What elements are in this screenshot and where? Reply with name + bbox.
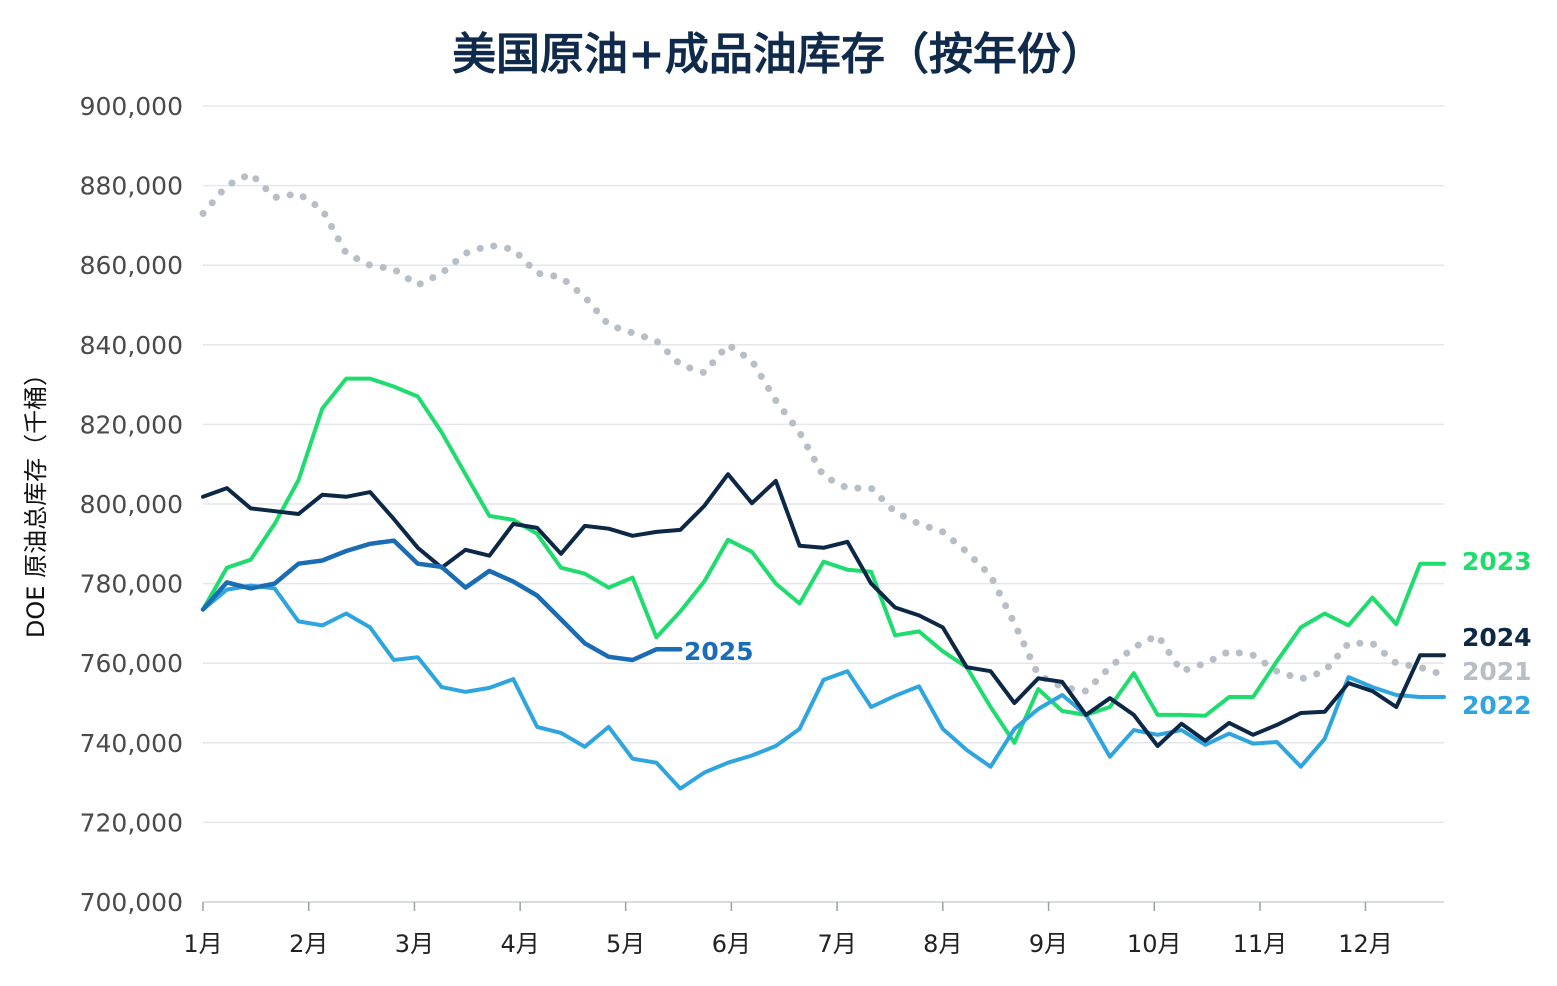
series-label-2024: 2024 — [1462, 623, 1532, 652]
x-tick-label: 8月 — [923, 930, 962, 958]
y-axis-ticks: 700,000 720,000 740,000 760,000 780,000 800,0… — [80, 92, 183, 917]
x-tick-label: 6月 — [712, 930, 751, 958]
series-label-2021: 2021 — [1462, 657, 1532, 686]
y-tick-label: 700,000 — [80, 888, 183, 917]
series-label-2022: 2022 — [1462, 691, 1532, 720]
series-line-2021 — [199, 170, 1448, 695]
x-tick-label: 3月 — [395, 930, 434, 958]
y-axis-label: DOE 原油总库存（千桶） — [22, 362, 50, 638]
x-tick-label: 12月 — [1338, 930, 1393, 958]
x-tick-label: 4月 — [501, 930, 540, 958]
x-tick-label: 5月 — [606, 930, 645, 958]
x-tick-label: 1月 — [183, 930, 222, 958]
x-tick-label: 10月 — [1127, 930, 1182, 958]
series-labels: 2021 2022 2023 2024 2025 — [684, 547, 1532, 720]
x-tick-label: 7月 — [817, 930, 856, 958]
chart-title: 美国原油+成品油库存（按年份） — [452, 29, 1105, 80]
x-tick-label: 9月 — [1029, 930, 1068, 958]
x-axis-ticks: 1月 2月 3月 4月 5月 6月 7月 8月 9月 10月 11月 12月 — [183, 902, 1393, 958]
y-tick-label: 760,000 — [80, 649, 183, 678]
series-line-2023 — [201, 376, 1446, 745]
series-label-2023: 2023 — [1462, 547, 1532, 576]
y-tick-label: 840,000 — [80, 331, 183, 360]
y-tick-label: 880,000 — [80, 172, 183, 201]
y-tick-label: 900,000 — [80, 92, 183, 121]
y-tick-label: 780,000 — [80, 570, 183, 599]
y-tick-label: 800,000 — [80, 490, 183, 519]
y-tick-label: 720,000 — [80, 808, 183, 837]
y-tick-label: 740,000 — [80, 729, 183, 758]
series-line-2024 — [201, 472, 1446, 748]
y-tick-label: 820,000 — [80, 410, 183, 439]
series-label-2025: 2025 — [684, 637, 754, 666]
gridlines — [203, 105, 1444, 903]
series-line-2022 — [201, 583, 1446, 791]
y-tick-label: 860,000 — [80, 251, 183, 280]
series-line-2025 — [200, 538, 683, 663]
series-lines — [199, 170, 1448, 791]
x-tick-label: 11月 — [1233, 930, 1288, 958]
x-tick-label: 2月 — [289, 930, 328, 958]
